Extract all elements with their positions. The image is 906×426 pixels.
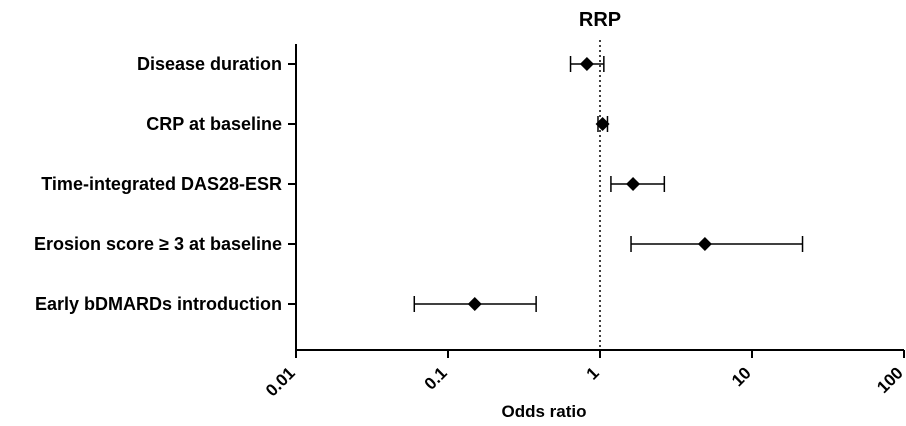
x-axis-label: Odds ratio [501,402,586,421]
category-label: Time-integrated DAS28-ESR [41,174,282,194]
category-label: Early bDMARDs introduction [35,294,282,314]
x-tick-label: 100 [873,363,906,396]
category-label: CRP at baseline [146,114,282,134]
x-tick-label: 1 [583,363,603,383]
x-tick-label: 0.1 [421,363,451,393]
estimate-marker [626,177,641,191]
plot-area: 0.01 0.1 1 10 100 Disease duration CRP at base… [34,40,906,400]
estimate-marker [697,237,712,251]
category-label: Disease duration [137,54,282,74]
estimate-marker [595,117,610,131]
x-tick-label: 10 [728,363,755,390]
x-tick-label: 0.01 [262,363,299,400]
estimate-marker [579,57,594,71]
estimate-marker [467,297,482,311]
category-label: Erosion score ≥ 3 at baseline [34,234,282,254]
chart-title: RRP [579,9,621,31]
